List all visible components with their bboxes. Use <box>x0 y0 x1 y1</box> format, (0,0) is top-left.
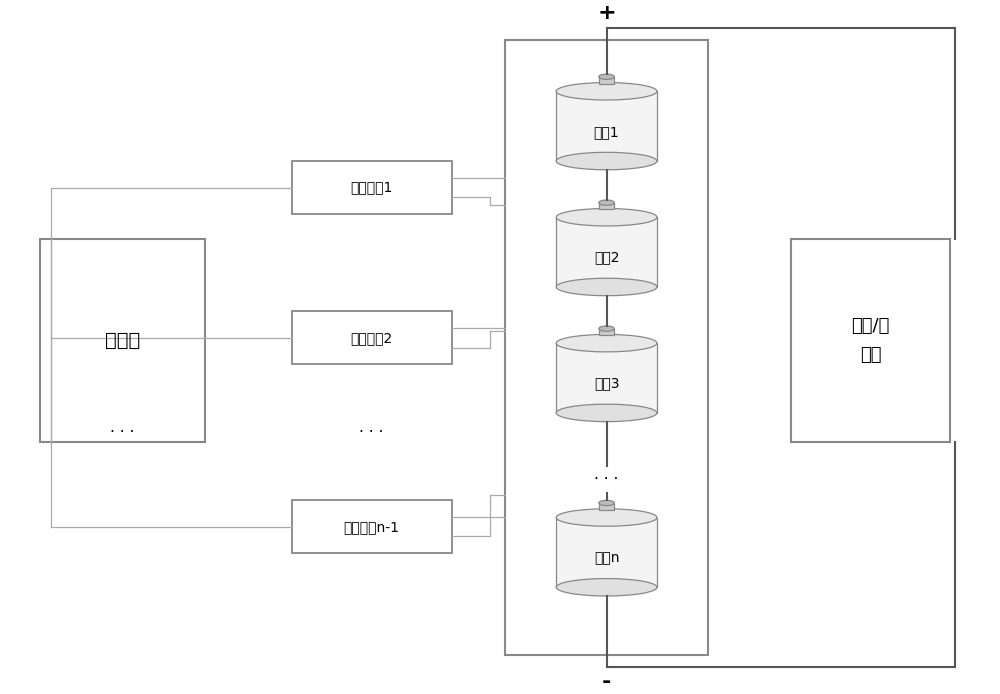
Ellipse shape <box>556 152 657 170</box>
Bar <box>556 343 657 413</box>
Bar <box>599 503 614 510</box>
Bar <box>292 161 452 214</box>
Ellipse shape <box>556 208 657 226</box>
Text: · · ·: · · · <box>594 472 619 487</box>
Ellipse shape <box>556 579 657 596</box>
Text: · · ·: · · · <box>359 425 384 440</box>
Ellipse shape <box>599 500 614 506</box>
Ellipse shape <box>599 200 614 205</box>
Text: 负载/充
电器: 负载/充 电器 <box>851 316 890 364</box>
Bar <box>505 40 708 655</box>
Ellipse shape <box>556 509 657 526</box>
Text: 电池2: 电池2 <box>594 251 619 264</box>
Text: 电池3: 电池3 <box>594 377 619 391</box>
Text: · · ·: · · · <box>110 425 134 440</box>
Text: 均衡电路2: 均衡电路2 <box>351 331 393 345</box>
Bar <box>599 203 614 210</box>
Bar <box>40 239 205 442</box>
Text: 均衡电路1: 均衡电路1 <box>350 180 393 195</box>
Text: 电池1: 电池1 <box>594 125 619 139</box>
Ellipse shape <box>599 74 614 79</box>
Ellipse shape <box>556 335 657 352</box>
Bar <box>556 518 657 587</box>
Bar <box>599 77 614 83</box>
Text: +: + <box>597 3 616 23</box>
Bar <box>556 92 657 161</box>
Bar <box>599 329 614 335</box>
Ellipse shape <box>599 326 614 331</box>
Text: 均衡电路n-1: 均衡电路n-1 <box>344 520 400 534</box>
Ellipse shape <box>556 278 657 296</box>
Ellipse shape <box>556 83 657 100</box>
Ellipse shape <box>556 404 657 422</box>
Text: -: - <box>602 672 611 692</box>
Text: 控制器: 控制器 <box>105 331 140 350</box>
Bar <box>292 500 452 553</box>
Text: 电池n: 电池n <box>594 551 619 565</box>
Bar <box>556 217 657 287</box>
Bar <box>292 311 452 364</box>
Bar <box>791 239 950 442</box>
